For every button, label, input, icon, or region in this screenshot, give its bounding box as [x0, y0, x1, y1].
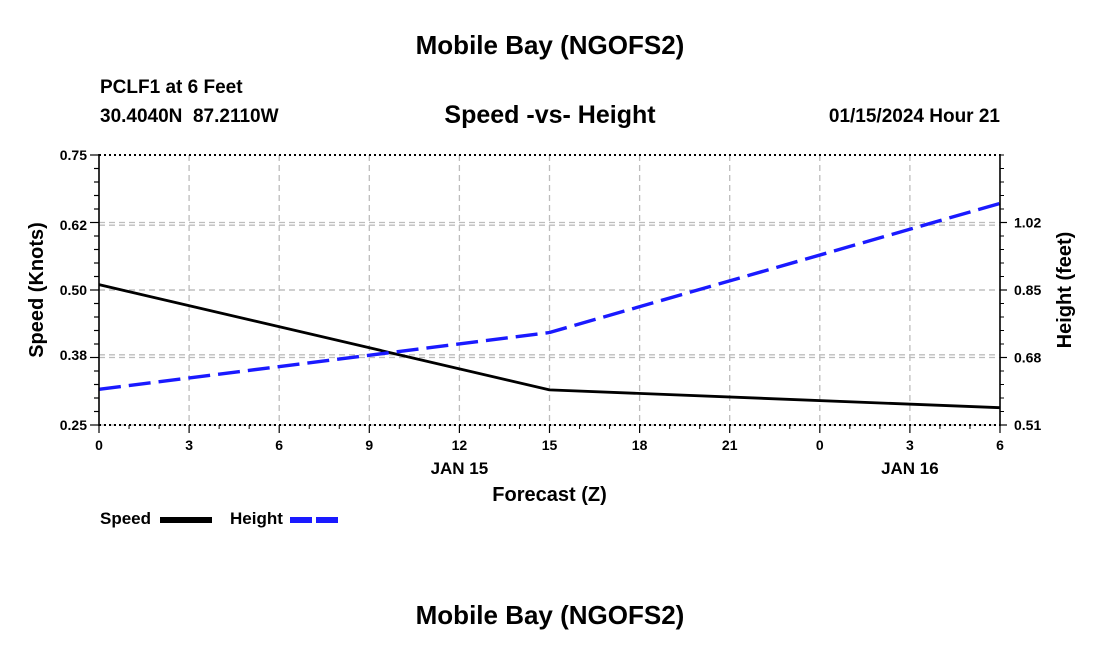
series-line-height — [98, 201, 1001, 391]
date-label: 01/15/2024 Hour 21 — [828, 106, 1000, 127]
x-tick-label: 9 — [365, 437, 373, 453]
x-tick-label: 0 — [816, 437, 824, 453]
x-tick-label: 18 — [632, 437, 648, 453]
y-tick-label: 0.62 — [60, 217, 87, 233]
y-tick-label: 0.25 — [60, 417, 87, 433]
axis-labels: 0.75 0.62 0.50 0.38 0.25 1.02 0.85 0.68 0.51 0 3 6 9… — [26, 147, 1076, 506]
chart-subtitle: Speed -vs- Height — [444, 101, 656, 129]
legend-swatch-height — [290, 517, 342, 523]
x-tick-label: 12 — [452, 437, 468, 453]
y2-tick-label: 1.02 — [1014, 215, 1041, 231]
x-axis-label: Forecast (Z) — [492, 484, 606, 506]
x-tick-label: 6 — [275, 437, 283, 453]
legend-label-speed: Speed — [100, 509, 152, 528]
speed-height-chart: 0.75 0.62 0.50 0.38 0.25 1.02 0.85 0.68 0.51 0 3 6 9… — [26, 147, 1076, 506]
x-tick-label: 3 — [906, 437, 914, 453]
y-axis-label-right: Height (feet) — [1054, 232, 1076, 349]
y2-tick-label: 0.51 — [1014, 417, 1041, 433]
station-label: PCLF1 at 6 Feet — [100, 77, 243, 98]
axes — [90, 154, 1007, 433]
chart-title-top: Mobile Bay (NGOFS2) — [415, 30, 685, 60]
y-axis-label-left: Speed (Knots) — [26, 222, 48, 358]
y2-tick-label: 0.85 — [1014, 282, 1041, 298]
y2-tick-label: 0.68 — [1014, 350, 1041, 366]
x-date-label: JAN 15 — [431, 459, 489, 478]
x-tick-label: 15 — [542, 437, 558, 453]
legend-label-height: Height — [230, 509, 283, 528]
x-tick-label: 0 — [95, 437, 103, 453]
legend-swatch-speed — [160, 517, 212, 523]
grid — [99, 155, 1000, 426]
x-tick-label: 3 — [185, 437, 193, 453]
y-tick-label: 0.50 — [60, 282, 87, 298]
coordinates-label: 30.4040N 87.2110W — [100, 106, 279, 127]
series-line-speed — [98, 283, 1001, 410]
series-layer — [98, 201, 1001, 410]
x-tick-label: 21 — [722, 437, 738, 453]
y-tick-label: 0.75 — [60, 147, 87, 163]
chart-title-bottom: Mobile Bay (NGOFS2) — [415, 600, 685, 630]
x-date-label: JAN 16 — [881, 459, 939, 478]
x-tick-label: 6 — [996, 437, 1004, 453]
y-tick-label: 0.38 — [60, 347, 87, 363]
